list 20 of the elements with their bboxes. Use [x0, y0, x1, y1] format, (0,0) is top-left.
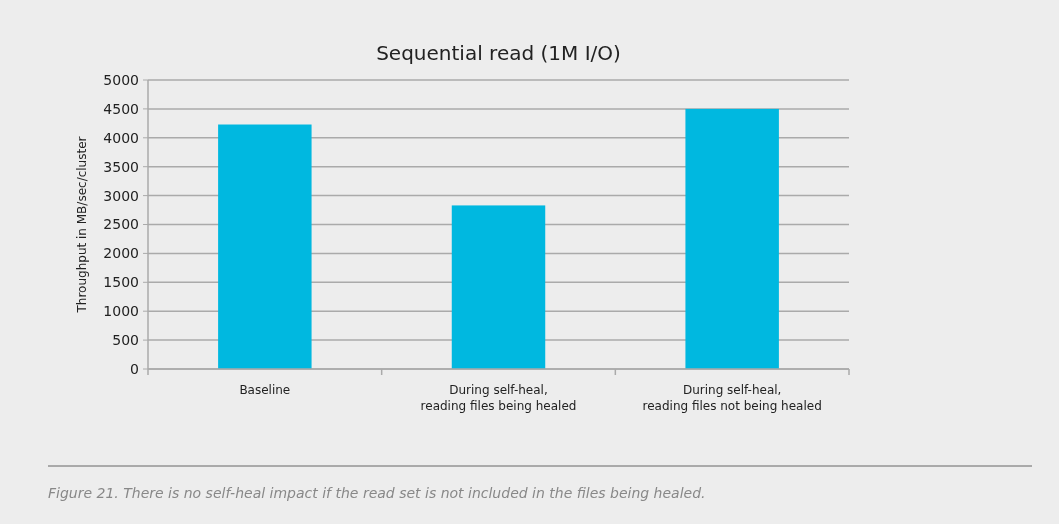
y-tick-label: 5000: [103, 71, 139, 88]
bar: [685, 108, 779, 369]
caption: Figure 21. There is no self-heal impact if the read set is not included in the files being healed.: [48, 485, 706, 501]
y-tick-label: 1000: [103, 303, 139, 320]
bar: [218, 124, 312, 369]
chart-title: Sequential read (1M I/O): [376, 41, 621, 65]
x-tick-label: During self-heal, reading files not being healed: [642, 383, 822, 413]
y-axis-title: Throughput in MB/sec/cluster: [75, 136, 89, 314]
y-tick-label: 1500: [103, 274, 139, 291]
y-tick-label: 4000: [103, 129, 139, 146]
y-tick-label: 0: [130, 360, 139, 377]
y-tick-label: 2500: [103, 216, 139, 233]
y-tick-label: 500: [112, 332, 139, 348]
x-tick-label: Baseline: [239, 383, 291, 397]
y-tick-label: 2000: [103, 245, 139, 262]
y-tick-label: 3500: [103, 158, 139, 175]
x-tick-label: During self-heal, reading files being healed: [420, 383, 577, 413]
bar: [451, 205, 546, 369]
y-tick-label: 4500: [103, 100, 139, 117]
y-tick-label: 3000: [103, 187, 139, 204]
